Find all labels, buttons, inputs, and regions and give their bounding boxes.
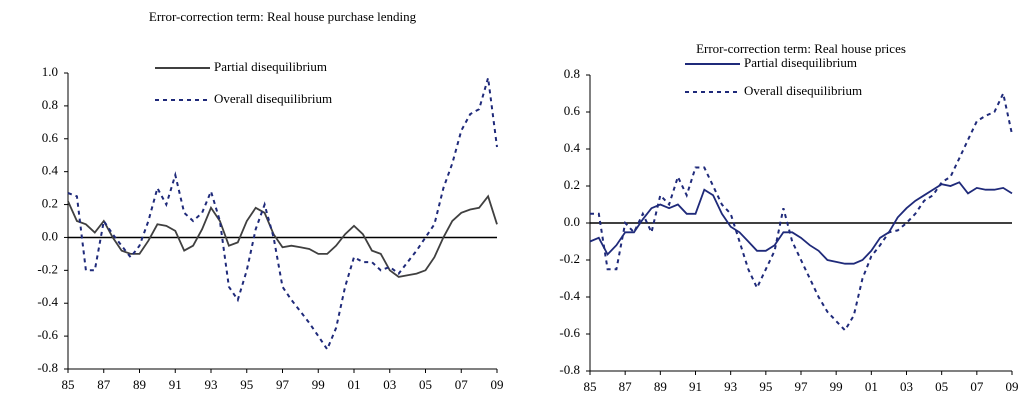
x-tick-label: 89 bbox=[133, 377, 146, 392]
y-tick-label: 0.0 bbox=[564, 214, 580, 229]
x-tick-label: 95 bbox=[759, 379, 772, 394]
series-line bbox=[67, 77, 498, 352]
y-tick-label: 0.6 bbox=[42, 130, 59, 145]
x-tick-label: 97 bbox=[795, 379, 809, 394]
y-tick-label: -0.2 bbox=[559, 251, 580, 266]
series-line bbox=[590, 90, 1013, 332]
x-tick-label: 05 bbox=[419, 377, 432, 392]
chart-title: Error-correction term: Real house purcha… bbox=[149, 9, 417, 24]
x-tick-label: 91 bbox=[169, 377, 182, 392]
x-tick-label: 99 bbox=[312, 377, 325, 392]
x-tick-label: 05 bbox=[935, 379, 948, 394]
series-line bbox=[589, 181, 1013, 265]
y-tick-label: 0.2 bbox=[564, 177, 580, 192]
y-tick-label: 0.6 bbox=[564, 103, 581, 118]
x-tick-label: 93 bbox=[724, 379, 737, 394]
y-tick-label: 0.4 bbox=[42, 163, 59, 178]
x-tick-label: 99 bbox=[830, 379, 843, 394]
x-tick-label: 09 bbox=[491, 377, 504, 392]
series-line bbox=[67, 194, 498, 278]
x-tick-label: 07 bbox=[455, 377, 469, 392]
x-tick-label: 07 bbox=[970, 379, 984, 394]
x-tick-label: 97 bbox=[276, 377, 290, 392]
y-tick-label: -0.6 bbox=[37, 327, 58, 342]
x-tick-label: 01 bbox=[348, 377, 361, 392]
legend-label: Partial disequilibrium bbox=[744, 55, 857, 70]
x-tick-label: 03 bbox=[383, 377, 396, 392]
y-tick-label: -0.4 bbox=[37, 294, 58, 309]
y-tick-label: 0.2 bbox=[42, 196, 58, 211]
y-tick-label: 1.0 bbox=[42, 64, 58, 79]
x-tick-label: 87 bbox=[619, 379, 633, 394]
y-tick-label: 0.8 bbox=[564, 66, 580, 81]
legend-label: Overall disequilibrium bbox=[744, 83, 862, 98]
x-tick-label: 91 bbox=[689, 379, 702, 394]
legend-label: Overall disequilibrium bbox=[214, 91, 332, 106]
y-tick-label: -0.8 bbox=[37, 360, 58, 375]
x-tick-label: 89 bbox=[654, 379, 667, 394]
y-tick-label: -0.4 bbox=[559, 288, 580, 303]
x-tick-label: 09 bbox=[1006, 379, 1019, 394]
y-tick-label: -0.8 bbox=[559, 362, 580, 377]
x-tick-label: 93 bbox=[205, 377, 218, 392]
x-tick-label: 87 bbox=[97, 377, 111, 392]
y-tick-label: 0.4 bbox=[564, 140, 581, 155]
x-tick-label: 85 bbox=[62, 377, 75, 392]
legend-label: Partial disequilibrium bbox=[214, 59, 327, 74]
chart-title: Error-correction term: Real house prices bbox=[696, 41, 906, 56]
y-tick-label: 0.8 bbox=[42, 97, 58, 112]
x-tick-label: 01 bbox=[865, 379, 878, 394]
y-tick-label: -0.6 bbox=[559, 325, 580, 340]
x-tick-label: 03 bbox=[900, 379, 913, 394]
x-tick-label: 85 bbox=[584, 379, 597, 394]
y-tick-label: 0.0 bbox=[42, 228, 58, 243]
y-tick-label: -0.2 bbox=[37, 261, 58, 276]
x-tick-label: 95 bbox=[240, 377, 253, 392]
